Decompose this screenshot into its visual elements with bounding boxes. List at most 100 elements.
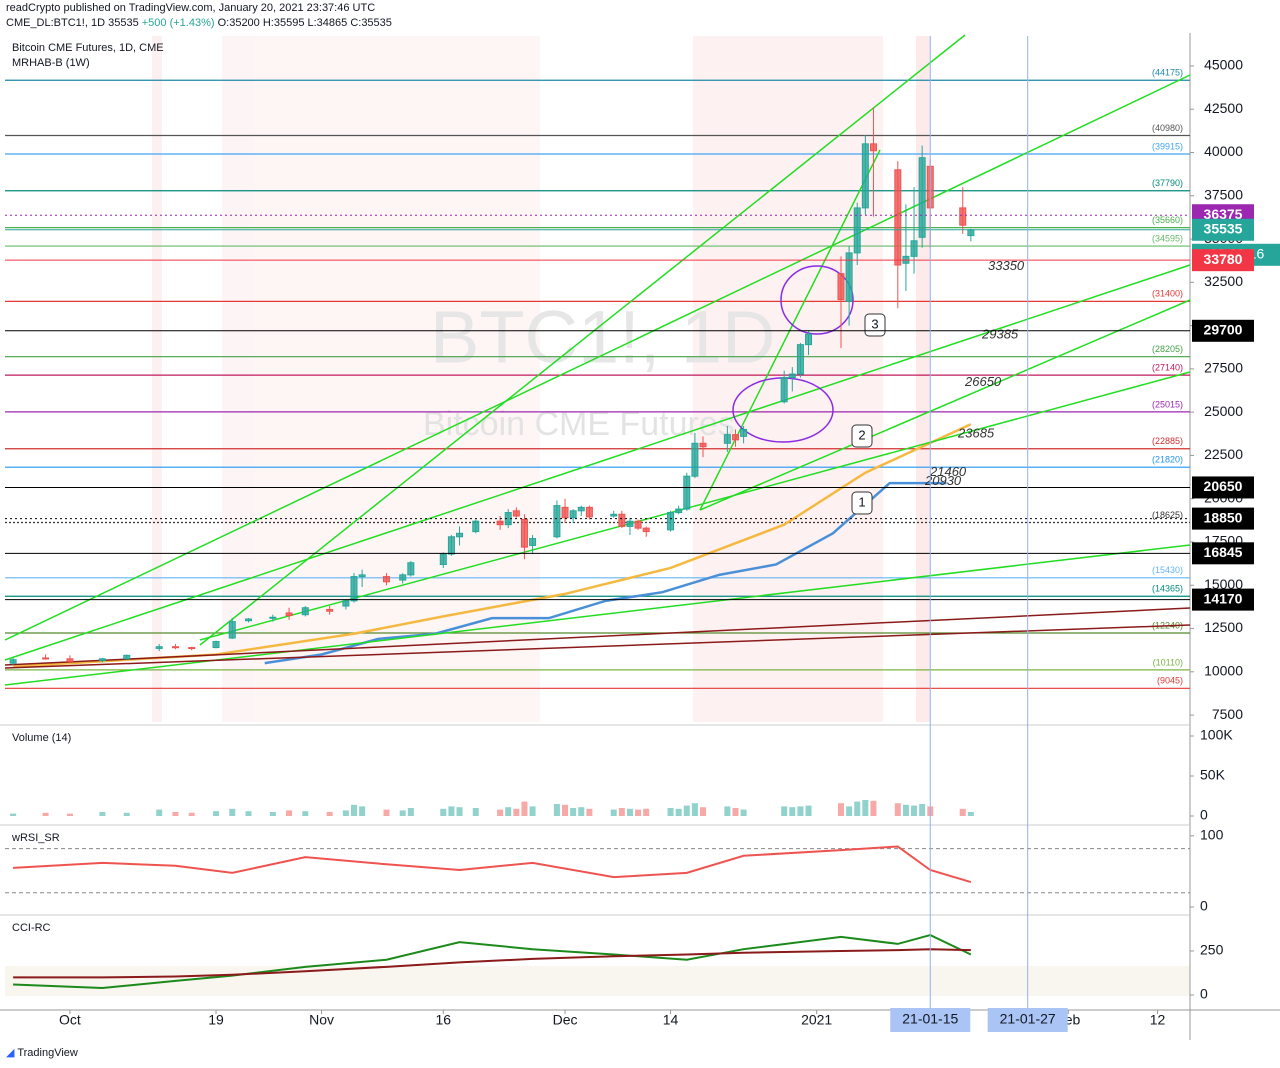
price-badge-label: 35535 (1204, 220, 1243, 236)
candle-body (301, 607, 309, 616)
level-label: (44175) (1152, 68, 1183, 78)
volume-bar (407, 808, 414, 816)
candle-body (326, 608, 334, 612)
candle-body (837, 273, 845, 301)
y-tick-label: 37500 (1204, 186, 1243, 202)
volume-bar (854, 801, 861, 816)
last-price: 35535 (108, 17, 139, 29)
volume-bar (213, 811, 220, 816)
candle-body (805, 333, 813, 346)
volume-bar (10, 813, 17, 816)
volume-bar (578, 807, 585, 816)
indicator-line (13, 934, 972, 989)
volume-bar (667, 808, 674, 816)
candle-body (569, 510, 577, 519)
x-tick-label: Dec (553, 1012, 578, 1028)
callout-label: 1 (858, 494, 865, 509)
candle-body (212, 641, 220, 649)
date-badge (890, 1008, 971, 1032)
candle-body (780, 377, 788, 403)
x-tick-label: 19 (208, 1012, 224, 1028)
volume-bar (456, 807, 463, 816)
chart-subtitle: MRHAB-B (1W) (12, 57, 90, 69)
price-badge (1192, 476, 1254, 499)
volume-bar (610, 809, 617, 816)
ohlc: O:35200 H:35595 L:34865 C:35535 (217, 17, 392, 29)
volume-bar (626, 808, 633, 816)
volume-bar (911, 805, 918, 816)
volume-bar (837, 803, 844, 816)
price-badge (1192, 249, 1254, 272)
y-tick-label: 22500 (1204, 446, 1243, 462)
pane-tick-label: 0 (1200, 898, 1208, 914)
volume-bar (383, 809, 390, 816)
level-label: (15430) (1152, 565, 1183, 575)
candle-body (675, 508, 683, 514)
volume-bar (326, 812, 333, 816)
level-label: (40980) (1152, 123, 1183, 133)
footer-text: TradingView (17, 1047, 78, 1059)
pane-title: CCI-RC (12, 922, 51, 934)
pane-tick-label: 250 (1200, 942, 1224, 958)
date-badge (987, 1008, 1068, 1032)
y-tick-label: 40000 (1204, 143, 1243, 159)
volume-bar (643, 808, 650, 816)
volume-bar (789, 807, 796, 816)
candle-body (731, 434, 739, 441)
candle-body (642, 527, 650, 533)
volume-bar (724, 806, 731, 816)
volume-bar (521, 801, 528, 816)
candle-body (188, 647, 196, 650)
volume-bar (691, 803, 698, 816)
volume-bar (683, 805, 690, 816)
volume-bar (562, 804, 569, 816)
candle-body (269, 616, 277, 619)
volume-bar (740, 809, 747, 816)
candle-body (358, 574, 366, 578)
pane-tick-label: 0 (1200, 807, 1208, 823)
date-badge-label: 21-01-27 (1000, 1011, 1056, 1027)
volume-bar (302, 811, 309, 816)
volume-bar (497, 809, 504, 816)
level-label: (28205) (1152, 344, 1183, 354)
candle-body (512, 510, 520, 517)
note-label: 29385 (981, 327, 1019, 342)
level-label: (35660) (1152, 215, 1183, 225)
change: +500 (+1.43%) (141, 17, 215, 29)
price-badge (1192, 218, 1254, 241)
volume-bar (245, 811, 252, 816)
pane-title: Volume (14) (12, 732, 71, 744)
volume-bar (286, 810, 293, 816)
pane-tick-label: 100 (1200, 827, 1224, 843)
note-label: 26650 (964, 374, 1002, 389)
price-badge-label: 36375 (1204, 206, 1243, 222)
volume-bar (172, 812, 179, 816)
overlay-line (13, 423, 972, 668)
pane-title: wRSI_SR (11, 832, 60, 844)
volume-bar (586, 808, 593, 816)
price-badge-label: 33780 (1204, 251, 1243, 267)
level-label: (18625) (1152, 510, 1183, 520)
volume-bar (99, 812, 106, 816)
y-tick-label: 27500 (1204, 360, 1243, 376)
level-label: (34595) (1152, 233, 1183, 243)
candle-body (439, 553, 447, 565)
note-label: 21460 (929, 464, 967, 479)
volume-bar (123, 812, 130, 816)
volume-bar (351, 804, 358, 816)
volume-bar (156, 809, 163, 816)
price-badge (1192, 507, 1254, 530)
x-tick-label: 14 (663, 1012, 679, 1028)
y-tick-label: 12500 (1204, 619, 1243, 635)
price-badge-label: 18850 (1204, 509, 1243, 525)
candle-body (472, 520, 480, 533)
x-tick-label: 12 (1150, 1012, 1166, 1028)
candle-body (529, 538, 537, 546)
volume-bar (959, 808, 966, 816)
callout-box (851, 424, 873, 448)
volume-bar (448, 806, 455, 816)
volume-bar (797, 806, 804, 816)
volume-bar (553, 804, 560, 816)
level-label: (21820) (1152, 455, 1183, 465)
candle-body (98, 658, 106, 662)
